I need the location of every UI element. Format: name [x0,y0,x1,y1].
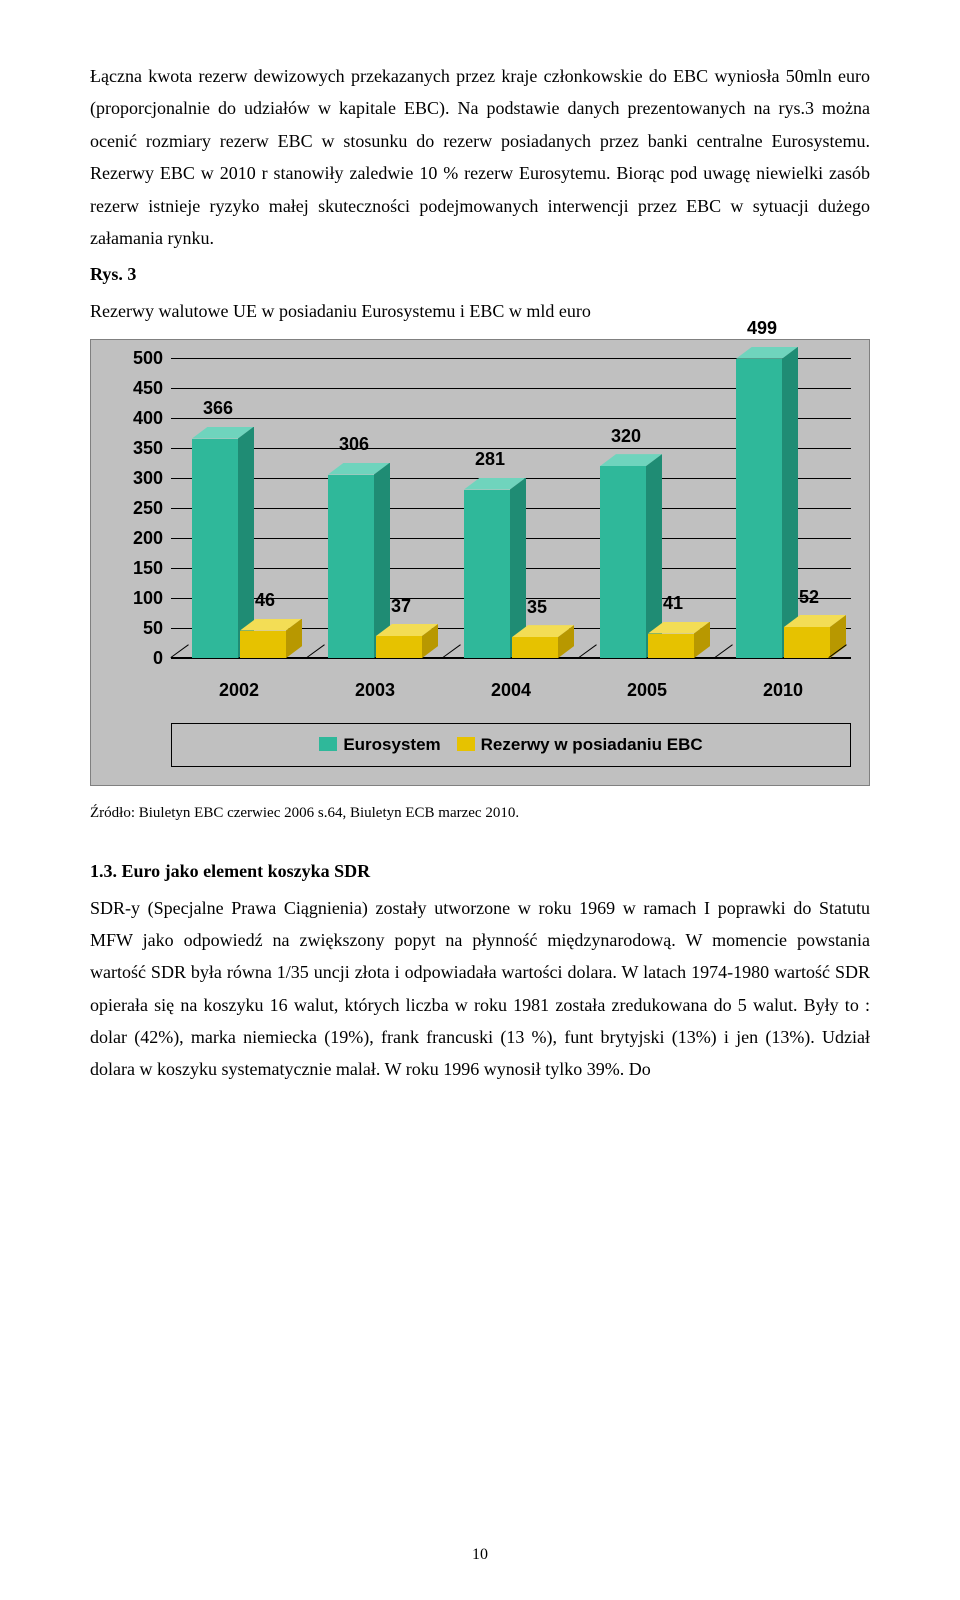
bar-value-label: 281 [475,443,505,475]
section-heading: 1.3. Euro jako element koszyka SDR [90,855,870,887]
bar: 37 [376,636,422,658]
y-tick-label: 400 [133,402,163,434]
chart-legend: Eurosystem Rezerwy w posiadaniu EBC [171,723,851,768]
bar-value-label: 35 [527,591,547,623]
legend-label: Rezerwy w posiadaniu EBC [481,735,703,754]
page-number: 10 [472,1541,488,1570]
x-axis-label: 2003 [307,674,443,706]
legend-swatch-ebc [457,737,475,751]
bar-value-label: 320 [611,420,641,452]
chart-plot-area: 0501001502002503003504004505003664630637… [171,358,851,658]
bar: 46 [240,631,286,659]
bar-value-label: 41 [663,587,683,619]
y-tick-label: 500 [133,342,163,374]
bar: 366 [192,439,238,659]
bar-value-label: 37 [391,590,411,622]
x-axis-label: 2002 [171,674,307,706]
bar-group: 28135 [443,358,579,658]
y-tick-label: 150 [133,552,163,584]
bar-group: 36646 [171,358,307,658]
y-tick-label: 250 [133,492,163,524]
x-axis-label: 2005 [579,674,715,706]
x-axis-label: 2010 [715,674,851,706]
y-tick-label: 50 [143,612,163,644]
figure-label: Rys. 3 [90,258,870,290]
bar: 281 [464,490,510,659]
bar-value-label: 366 [203,392,233,424]
bar: 320 [600,466,646,658]
y-tick-label: 450 [133,372,163,404]
y-tick-label: 300 [133,462,163,494]
y-tick-label: 100 [133,582,163,614]
y-tick-label: 350 [133,432,163,464]
bar-value-label: 499 [747,312,777,344]
bar: 499 [736,359,782,658]
bar-group: 49952 [715,358,851,658]
chart-container: 0501001502002503003504004505003664630637… [90,339,870,786]
y-tick-label: 0 [153,642,163,674]
bar: 35 [512,637,558,658]
paragraph-1: Łączna kwota rezerw dewizowych przekazan… [90,60,870,254]
bar: 41 [648,634,694,659]
bar: 52 [784,627,830,658]
bar-value-label: 306 [339,428,369,460]
legend-item-eurosystem: Eurosystem [319,730,440,761]
x-axis-label: 2004 [443,674,579,706]
legend-swatch-eurosystem [319,737,337,751]
bar-group: 30637 [307,358,443,658]
y-tick-label: 200 [133,522,163,554]
chart-source: Źródło: Biuletyn EBC czerwiec 2006 s.64,… [90,800,870,827]
bar: 306 [328,475,374,659]
chart-x-axis: 20022003200420052010 [171,674,851,706]
bar-value-label: 52 [799,581,819,613]
bar-group: 32041 [579,358,715,658]
legend-label: Eurosystem [343,735,440,754]
legend-item-ebc: Rezerwy w posiadaniu EBC [457,730,703,761]
bar-value-label: 46 [255,584,275,616]
paragraph-2: SDR-y (Specjalne Prawa Ciągnienia) zosta… [90,892,870,1086]
